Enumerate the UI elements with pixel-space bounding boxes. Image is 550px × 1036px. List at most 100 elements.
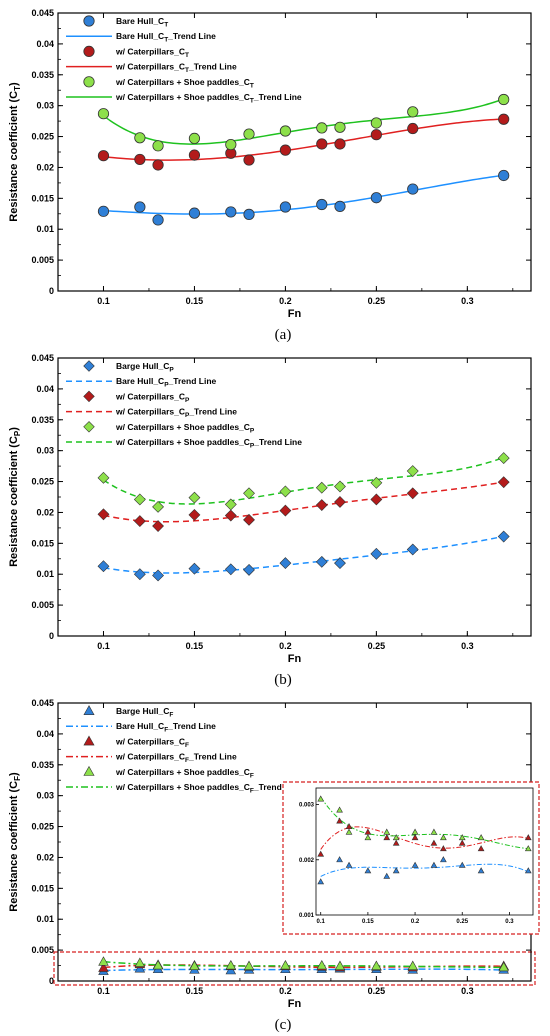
inset-point-s2-10 [477, 834, 485, 841]
data-point-s0-9 [370, 192, 382, 204]
legend-marker-2 [83, 45, 95, 58]
data-point-s0-11 [498, 169, 510, 182]
x-axis-ticks: 0.1 0.15 0.2 0.25 0.3 [57, 358, 514, 651]
plot-frame [57, 357, 532, 637]
data-point-s0-4 [225, 206, 237, 218]
plot-frame [57, 12, 532, 292]
trend-line-2 [103, 960, 504, 969]
inset-point-s0-9 [458, 861, 466, 868]
y-tick-label: 0.04 [36, 39, 54, 49]
data-point-s2-0 [98, 956, 109, 966]
data-point-s1-6 [279, 144, 292, 156]
data-point-s1-10 [406, 487, 419, 500]
chart-panel-a: 0 0.005 0.01 0.015 0.02 0.025 0.03 0.035 0.04 0.0… [8, 8, 532, 343]
inset-point-s0-7 [430, 861, 438, 868]
data-point-s2-2 [152, 959, 164, 970]
y-tick-label: 0.02 [36, 162, 54, 172]
inset-point-s0-0 [317, 878, 325, 885]
data-point-s2-4 [224, 498, 237, 511]
data-point-s2-9 [370, 117, 382, 129]
y-tick-label: 0.015 [31, 193, 54, 203]
y-tick-label: 0.045 [31, 353, 54, 363]
y-axis-label: Resistance coefficient (CP) [8, 427, 22, 567]
y-tick-label: 0.01 [36, 914, 54, 924]
y-tick-label: 0.02 [36, 507, 54, 517]
data-point-s0-2 [152, 569, 164, 582]
legend-entry-5: w/ Caterpillars + Shoe paddles_CP_Trend … [115, 437, 302, 450]
inset-point-s1-7 [430, 839, 438, 846]
data-point-s2-8 [334, 121, 346, 133]
x-tick-label: 0.3 [461, 641, 474, 651]
inset-point-s0-6 [411, 861, 419, 868]
legend-marker-2 [83, 390, 95, 403]
legend-entry-3: w/ Caterpillars_CF_Trend Line [115, 752, 237, 765]
chart-panel-b: 0 0.005 0.01 0.015 0.02 0.025 0.03 0.035 0.04 0.0… [8, 353, 532, 688]
inset-point-s0-1 [336, 856, 343, 863]
y-tick-label: 0.025 [31, 822, 54, 832]
legend-marker-0 [83, 705, 95, 716]
data-point-s2-8 [334, 960, 346, 970]
data-point-s2-9 [371, 960, 382, 970]
x-tick-label: 0.2 [279, 986, 292, 996]
inset-point-s0-5 [392, 867, 400, 874]
inset-x-tick-label: 0.25 [456, 919, 468, 925]
y-axis-label: Resistance coefficient (CF) [8, 772, 22, 912]
data-point-s1-1 [133, 515, 146, 528]
y-tick-label: 0.02 [36, 852, 54, 862]
data-point-s2-3 [189, 960, 200, 970]
inset-point-s1-11 [524, 834, 532, 841]
inset-point-s1-6 [411, 834, 419, 841]
trend-line-1 [103, 481, 504, 523]
data-point-s0-0 [97, 205, 110, 217]
inset-point-s1-8 [440, 845, 447, 852]
data-point-s1-1 [134, 153, 146, 166]
inset-point-s1-1 [336, 817, 343, 824]
x-axis-label: Fn [288, 653, 302, 665]
x-tick-label: 0.1 [97, 641, 110, 651]
data-point-s1-6 [279, 504, 292, 517]
data-point-s1-5 [243, 154, 255, 166]
data-point-s0-7 [315, 555, 328, 568]
y-tick-label: 0.01 [36, 569, 54, 579]
data-point-s2-6 [279, 125, 292, 137]
x-tick-label: 0.3 [461, 986, 474, 996]
data-point-s0-10 [407, 183, 419, 195]
data-point-s0-6 [279, 557, 292, 570]
legend-entry-0: Bare Hull_CT [116, 16, 168, 29]
legend-entry-4: w/ Caterpillars + Shoe paddles_CP [115, 422, 255, 435]
data-point-s2-1 [134, 132, 146, 144]
inset-trend-line-2 [320, 796, 529, 850]
x-tick-label: 0.1 [97, 296, 110, 306]
legend-marker-2 [83, 735, 95, 746]
chart-panel-c: 0 0.005 0.01 0.015 0.02 0.025 0.03 0.035 0.04 0.0… [8, 698, 540, 1033]
data-point-s0-3 [188, 562, 201, 575]
data-point-s1-2 [152, 520, 164, 532]
y-tick-label: 0.015 [31, 883, 54, 893]
data-point-s2-6 [280, 959, 291, 970]
legend: Barge Hull_CP Bare Hull_CP_Trend Line w/ C… [66, 360, 302, 450]
legend-marker-4 [83, 76, 95, 88]
inset-point-s0-2 [345, 861, 353, 868]
inset-point-s2-9 [458, 834, 466, 841]
data-point-s2-1 [133, 493, 146, 506]
y-tick-label: 0.005 [31, 945, 54, 955]
data-point-s1-8 [334, 138, 346, 150]
data-point-s0-8 [334, 200, 346, 212]
y-tick-label: 0.025 [31, 132, 54, 142]
inset-point-s1-10 [477, 845, 485, 852]
data-point-s2-10 [407, 106, 419, 118]
data-point-s2-5 [243, 960, 255, 970]
data-point-s2-5 [243, 487, 255, 500]
legend-entry-3: w/ Caterpillars_CT_Trend Line [115, 62, 237, 75]
inset-point-s0-3 [364, 867, 372, 874]
data-point-s0-3 [188, 207, 201, 219]
legend-marker-4 [83, 421, 95, 433]
legend-marker-0 [83, 15, 95, 27]
data-point-s2-7 [316, 122, 328, 134]
legend-entry-5: w/ Caterpillars + Shoe paddles_CT_Trend … [115, 92, 302, 105]
inset-trend-line-1 [320, 826, 529, 850]
data-point-s2-4 [225, 138, 237, 151]
y-tick-label: 0.04 [36, 384, 54, 394]
inset-point-s2-7 [430, 828, 438, 835]
y-tick-label: 0.005 [31, 600, 54, 610]
